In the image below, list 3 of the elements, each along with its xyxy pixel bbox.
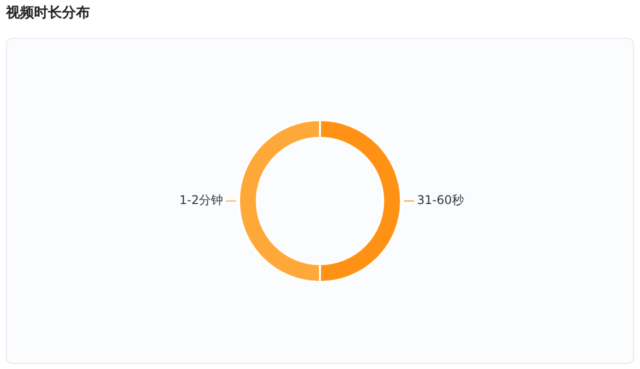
text: 视频时长分布 bbox=[6, 4, 90, 22]
slice-label: 1-2分钟 bbox=[179, 193, 223, 208]
slice-label: 31-60秒 bbox=[417, 193, 464, 208]
